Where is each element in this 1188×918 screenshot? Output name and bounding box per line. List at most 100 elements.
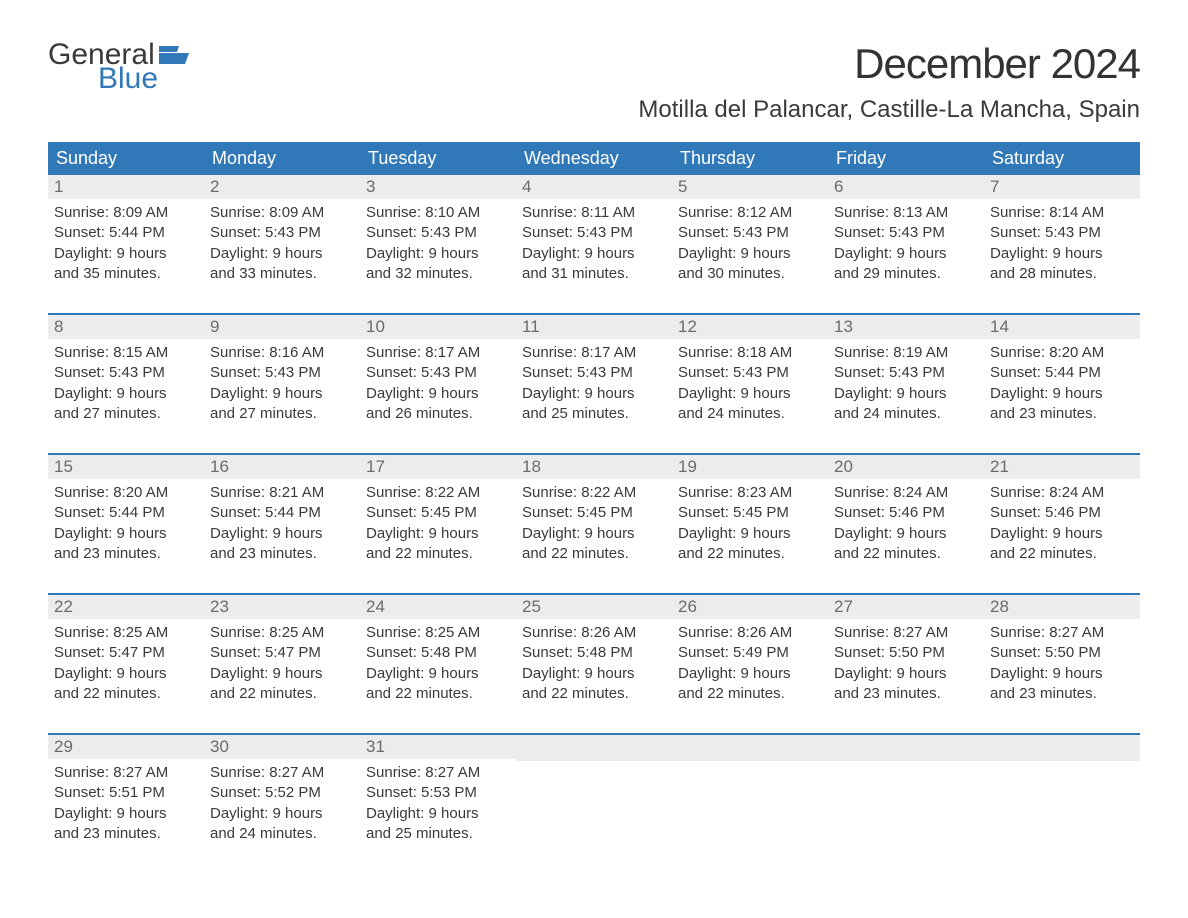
day-body: Sunrise: 8:27 AMSunset: 5:51 PMDaylight:… — [48, 759, 204, 844]
daylight-line-1: Daylight: 9 hours — [210, 664, 354, 684]
day-cell: 20Sunrise: 8:24 AMSunset: 5:46 PMDayligh… — [828, 455, 984, 575]
day-body: Sunrise: 8:17 AMSunset: 5:43 PMDaylight:… — [360, 339, 516, 424]
week-row: 15Sunrise: 8:20 AMSunset: 5:44 PMDayligh… — [48, 453, 1140, 575]
day-cell: 29Sunrise: 8:27 AMSunset: 5:51 PMDayligh… — [48, 735, 204, 855]
date-number: 12 — [672, 315, 828, 339]
sunset-line: Sunset: 5:44 PM — [990, 363, 1134, 383]
date-number: 14 — [984, 315, 1140, 339]
sunrise-line: Sunrise: 8:11 AM — [522, 203, 666, 223]
date-number: 8 — [48, 315, 204, 339]
daylight-line-1: Daylight: 9 hours — [54, 804, 198, 824]
daylight-line-2: and 31 minutes. — [522, 264, 666, 284]
week-row: 29Sunrise: 8:27 AMSunset: 5:51 PMDayligh… — [48, 733, 1140, 855]
day-header-wednesday: Wednesday — [516, 142, 672, 175]
sunset-line: Sunset: 5:49 PM — [678, 643, 822, 663]
day-cell: 6Sunrise: 8:13 AMSunset: 5:43 PMDaylight… — [828, 175, 984, 295]
sunset-line: Sunset: 5:43 PM — [678, 223, 822, 243]
day-body: Sunrise: 8:24 AMSunset: 5:46 PMDaylight:… — [828, 479, 984, 564]
sunset-line: Sunset: 5:51 PM — [54, 783, 198, 803]
calendar-grid: Sunday Monday Tuesday Wednesday Thursday… — [48, 142, 1140, 855]
daylight-line-2: and 22 minutes. — [834, 544, 978, 564]
sunset-line: Sunset: 5:43 PM — [366, 363, 510, 383]
day-cell: 25Sunrise: 8:26 AMSunset: 5:48 PMDayligh… — [516, 595, 672, 715]
date-number: 4 — [516, 175, 672, 199]
day-cell: 7Sunrise: 8:14 AMSunset: 5:43 PMDaylight… — [984, 175, 1140, 295]
daylight-line-1: Daylight: 9 hours — [990, 244, 1134, 264]
day-body: Sunrise: 8:16 AMSunset: 5:43 PMDaylight:… — [204, 339, 360, 424]
day-body: Sunrise: 8:10 AMSunset: 5:43 PMDaylight:… — [360, 199, 516, 284]
day-cell: 1Sunrise: 8:09 AMSunset: 5:44 PMDaylight… — [48, 175, 204, 295]
day-body: Sunrise: 8:19 AMSunset: 5:43 PMDaylight:… — [828, 339, 984, 424]
sunset-line: Sunset: 5:43 PM — [522, 363, 666, 383]
day-cell: 8Sunrise: 8:15 AMSunset: 5:43 PMDaylight… — [48, 315, 204, 435]
daylight-line-2: and 22 minutes. — [678, 544, 822, 564]
day-cell: 4Sunrise: 8:11 AMSunset: 5:43 PMDaylight… — [516, 175, 672, 295]
sunset-line: Sunset: 5:45 PM — [366, 503, 510, 523]
day-body: Sunrise: 8:25 AMSunset: 5:47 PMDaylight:… — [48, 619, 204, 704]
week-row: 1Sunrise: 8:09 AMSunset: 5:44 PMDaylight… — [48, 175, 1140, 295]
day-body: Sunrise: 8:09 AMSunset: 5:44 PMDaylight:… — [48, 199, 204, 284]
day-cell: 11Sunrise: 8:17 AMSunset: 5:43 PMDayligh… — [516, 315, 672, 435]
daylight-line-2: and 22 minutes. — [522, 544, 666, 564]
sunrise-line: Sunrise: 8:19 AM — [834, 343, 978, 363]
sunset-line: Sunset: 5:43 PM — [834, 223, 978, 243]
date-number: 20 — [828, 455, 984, 479]
day-body: Sunrise: 8:21 AMSunset: 5:44 PMDaylight:… — [204, 479, 360, 564]
daylight-line-1: Daylight: 9 hours — [54, 524, 198, 544]
sunrise-line: Sunrise: 8:17 AM — [366, 343, 510, 363]
daylight-line-2: and 25 minutes. — [366, 824, 510, 844]
day-cell: 15Sunrise: 8:20 AMSunset: 5:44 PMDayligh… — [48, 455, 204, 575]
sunset-line: Sunset: 5:43 PM — [834, 363, 978, 383]
day-cell: 19Sunrise: 8:23 AMSunset: 5:45 PMDayligh… — [672, 455, 828, 575]
daylight-line-2: and 33 minutes. — [210, 264, 354, 284]
day-body: Sunrise: 8:26 AMSunset: 5:48 PMDaylight:… — [516, 619, 672, 704]
date-number: 1 — [48, 175, 204, 199]
daylight-line-2: and 35 minutes. — [54, 264, 198, 284]
daylight-line-1: Daylight: 9 hours — [834, 244, 978, 264]
daylight-line-1: Daylight: 9 hours — [366, 524, 510, 544]
sunset-line: Sunset: 5:43 PM — [678, 363, 822, 383]
sunset-line: Sunset: 5:45 PM — [678, 503, 822, 523]
day-cell: 12Sunrise: 8:18 AMSunset: 5:43 PMDayligh… — [672, 315, 828, 435]
sunset-line: Sunset: 5:53 PM — [366, 783, 510, 803]
day-cell: 10Sunrise: 8:17 AMSunset: 5:43 PMDayligh… — [360, 315, 516, 435]
daylight-line-1: Daylight: 9 hours — [834, 384, 978, 404]
day-cell: 21Sunrise: 8:24 AMSunset: 5:46 PMDayligh… — [984, 455, 1140, 575]
daylight-line-1: Daylight: 9 hours — [678, 384, 822, 404]
sunset-line: Sunset: 5:48 PM — [522, 643, 666, 663]
daylight-line-2: and 23 minutes. — [210, 544, 354, 564]
date-number: 18 — [516, 455, 672, 479]
daylight-line-2: and 22 minutes. — [54, 684, 198, 704]
day-header-row: Sunday Monday Tuesday Wednesday Thursday… — [48, 142, 1140, 175]
daylight-line-1: Daylight: 9 hours — [366, 384, 510, 404]
sunrise-line: Sunrise: 8:15 AM — [54, 343, 198, 363]
day-cell: 22Sunrise: 8:25 AMSunset: 5:47 PMDayligh… — [48, 595, 204, 715]
sunrise-line: Sunrise: 8:27 AM — [210, 763, 354, 783]
date-number — [984, 735, 1140, 761]
day-cell — [828, 735, 984, 855]
day-cell: 26Sunrise: 8:26 AMSunset: 5:49 PMDayligh… — [672, 595, 828, 715]
daylight-line-1: Daylight: 9 hours — [210, 524, 354, 544]
date-number: 29 — [48, 735, 204, 759]
day-cell: 18Sunrise: 8:22 AMSunset: 5:45 PMDayligh… — [516, 455, 672, 575]
daylight-line-1: Daylight: 9 hours — [366, 244, 510, 264]
date-number — [516, 735, 672, 761]
day-body: Sunrise: 8:27 AMSunset: 5:52 PMDaylight:… — [204, 759, 360, 844]
day-cell — [672, 735, 828, 855]
day-body: Sunrise: 8:26 AMSunset: 5:49 PMDaylight:… — [672, 619, 828, 704]
sunset-line: Sunset: 5:43 PM — [366, 223, 510, 243]
month-year-title: December 2024 — [638, 40, 1140, 88]
daylight-line-2: and 24 minutes. — [834, 404, 978, 424]
daylight-line-1: Daylight: 9 hours — [366, 664, 510, 684]
date-number: 31 — [360, 735, 516, 759]
date-number: 5 — [672, 175, 828, 199]
daylight-line-2: and 22 minutes. — [678, 684, 822, 704]
date-number: 9 — [204, 315, 360, 339]
sunrise-line: Sunrise: 8:27 AM — [834, 623, 978, 643]
sunrise-line: Sunrise: 8:09 AM — [54, 203, 198, 223]
sunrise-line: Sunrise: 8:16 AM — [210, 343, 354, 363]
date-number: 2 — [204, 175, 360, 199]
day-body: Sunrise: 8:25 AMSunset: 5:47 PMDaylight:… — [204, 619, 360, 704]
daylight-line-2: and 22 minutes. — [366, 684, 510, 704]
sunrise-line: Sunrise: 8:24 AM — [834, 483, 978, 503]
